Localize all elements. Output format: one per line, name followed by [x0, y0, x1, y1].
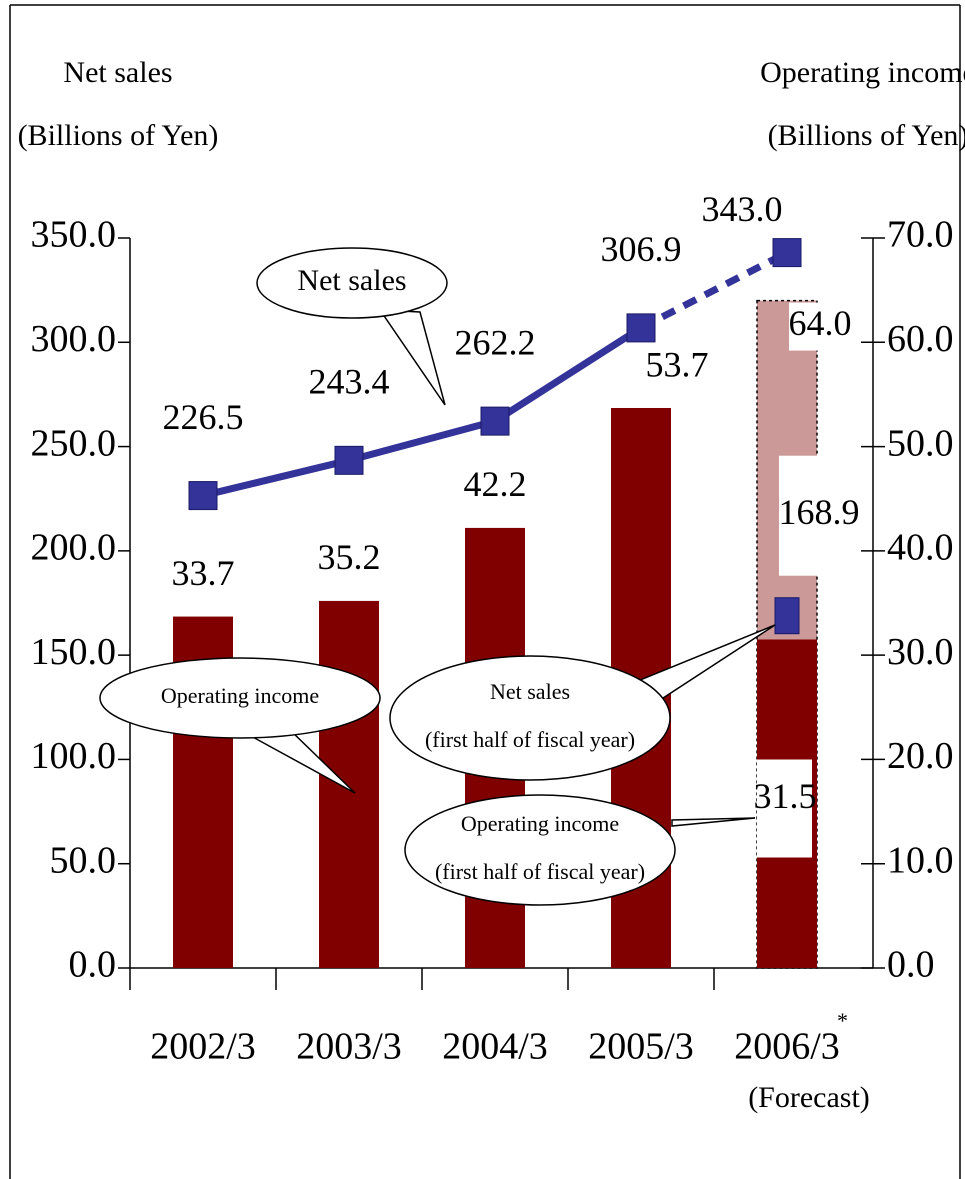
bar-value-label: 53.7 — [646, 344, 709, 384]
y-axis-title: Net sales — [63, 56, 172, 89]
callout — [389, 655, 671, 781]
y-tick-label: 0.0 — [69, 944, 117, 986]
x-tick-label: 2005/3 — [588, 1026, 694, 1068]
line-value-label: 306.9 — [601, 229, 682, 269]
label-box — [789, 302, 851, 351]
line-forecast — [639, 249, 789, 332]
x-tick-label: 2004/3 — [442, 1026, 548, 1068]
y2-axis-title: Operating income — [760, 56, 965, 89]
line-value-label: 226.5 — [163, 397, 244, 437]
callout-label: Net sales — [490, 679, 570, 704]
marker — [188, 481, 218, 511]
bar-value-label: 33.7 — [172, 553, 235, 593]
y-tick-label: 50.0 — [50, 839, 117, 881]
y2-tick-label: 60.0 — [887, 318, 954, 360]
marker — [480, 406, 510, 436]
callout — [404, 794, 676, 906]
category-subtitle: (Forecast) — [748, 1081, 870, 1114]
bar-value-label: 35.2 — [318, 537, 381, 577]
line-value-label: 243.4 — [309, 362, 390, 402]
bar — [319, 600, 379, 968]
y-axis-title: (Billions of Yen) — [18, 119, 219, 152]
callout-label: Operating income — [161, 683, 319, 708]
callout-tail — [378, 309, 446, 406]
bar-value-label: 31.5 — [754, 776, 817, 816]
callout — [99, 657, 381, 739]
x-tick-label: 2006/3 — [734, 1026, 840, 1068]
y-tick-label: 250.0 — [31, 422, 117, 464]
y2-tick-label: 0.0 — [887, 944, 935, 986]
y-tick-label: 100.0 — [31, 735, 117, 777]
callout-opinc: Operating income — [99, 657, 381, 794]
y-tick-label: 200.0 — [31, 527, 117, 569]
callout-label: (first half of fiscal year) — [425, 727, 635, 752]
callout-sales: Net sales — [256, 247, 448, 406]
y2-tick-label: 20.0 — [887, 735, 954, 777]
callout-opinc-half: Operating income (first half of fiscal ye… — [404, 794, 756, 906]
label-box — [757, 759, 812, 858]
line — [202, 324, 643, 499]
category-note: * — [837, 1008, 848, 1033]
y-tick-label: 350.0 — [31, 214, 117, 256]
line-value-label: 262.2 — [455, 322, 536, 362]
marker — [334, 445, 364, 475]
line-value-label: 343.0 — [702, 189, 783, 229]
callout — [256, 247, 448, 319]
callout-sales-half: Net sales (first half of fiscal year) — [389, 624, 776, 781]
y2-axis-title: (Billions of Yen) — [768, 119, 965, 152]
bar-value-label: 64.0 — [789, 303, 852, 343]
y-tick-label: 150.0 — [31, 631, 117, 673]
callout-tail — [671, 817, 756, 827]
frame — [9, 4, 961, 1179]
line-value-label: 168.9 — [779, 492, 860, 532]
marker — [774, 597, 800, 635]
label-box — [779, 455, 857, 576]
callout-label: (first half of fiscal year) — [435, 859, 645, 884]
y2-tick-label: 50.0 — [887, 422, 954, 464]
marker — [626, 313, 656, 343]
callout-label: Operating income — [461, 811, 619, 836]
callout-label: Net sales — [297, 264, 406, 297]
y2-tick-label: 70.0 — [887, 214, 954, 256]
y-tick-label: 300.0 — [31, 318, 117, 360]
x-tick-label: 2003/3 — [296, 1026, 402, 1068]
y2-tick-label: 30.0 — [887, 631, 954, 673]
bar-value-label: 42.2 — [464, 464, 527, 504]
marker — [772, 238, 802, 268]
y2-tick-label: 10.0 — [887, 839, 954, 881]
y2-tick-label: 40.0 — [887, 527, 954, 569]
x-tick-label: 2002/3 — [150, 1026, 256, 1068]
